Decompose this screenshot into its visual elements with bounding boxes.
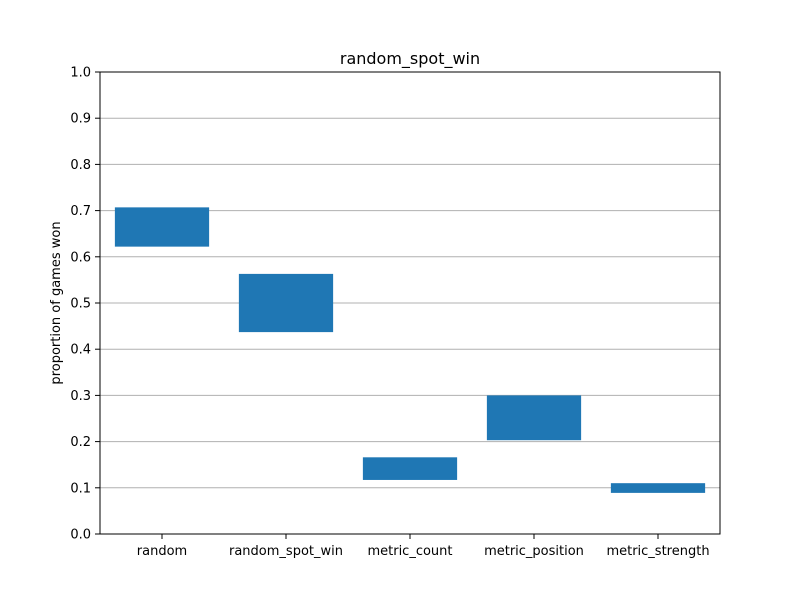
range-bar-metric-position: [486, 395, 582, 441]
y-tick-label: 0.0: [70, 528, 91, 543]
y-tick-label: 0.7: [70, 204, 91, 219]
range-bar-metric-strength: [610, 483, 706, 493]
chart-title: random_spot_win: [340, 49, 480, 69]
y-tick-label: 0.1: [70, 481, 91, 496]
y-tick-label: 0.2: [70, 435, 91, 450]
x-tick-label: metric_count: [367, 544, 452, 559]
y-tick-label: 0.3: [70, 389, 91, 404]
y-axis-ticks: 0.0 0.1 0.2 0.3 0.4 0.5 0.6 0.7 0.8 0.9 1.0: [70, 66, 100, 543]
range-bar-metric-count: [362, 457, 458, 480]
x-tick-label: metric_strength: [606, 544, 709, 559]
range-bar-random: [114, 207, 210, 247]
y-tick-label: 0.8: [70, 158, 91, 173]
x-tick-label: random_spot_win: [229, 544, 343, 559]
y-tick-label: 0.4: [70, 343, 91, 358]
y-axis-label: proportion of games won: [49, 221, 64, 384]
x-tick-label: random: [137, 544, 187, 559]
x-tick-label: metric_position: [484, 544, 584, 559]
y-tick-label: 0.6: [70, 250, 91, 265]
y-tick-label: 0.5: [70, 297, 91, 312]
range-bar-random-spot-win: [238, 273, 334, 333]
x-axis-ticks: random random_spot_win metric_count metric_…: [137, 534, 710, 559]
y-tick-label: 0.9: [70, 112, 91, 127]
bars: [114, 207, 706, 493]
y-tick-label: 1.0: [70, 66, 91, 81]
